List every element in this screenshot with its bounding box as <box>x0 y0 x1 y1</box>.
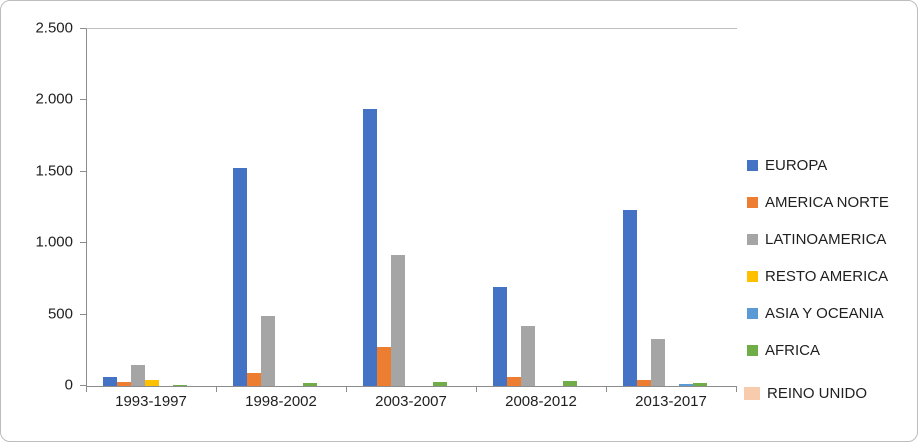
bar-america-norte <box>117 381 131 386</box>
bar-latinoamerica <box>651 338 665 386</box>
y-tick-label: 2.000 <box>35 90 73 108</box>
x-tick-mark <box>476 386 477 392</box>
legend-swatch <box>747 197 758 208</box>
chart-legend: EUROPA AMERICA NORTE LATINOAMERICA RESTO AM… <box>744 157 912 422</box>
y-tick-mark <box>80 385 86 386</box>
x-tick-label: 2013-2017 <box>635 393 707 410</box>
x-tick-label: 1993-1997 <box>115 393 187 410</box>
y-tick-label: 1.500 <box>35 162 73 180</box>
legend-swatch <box>747 271 758 282</box>
bar-group-2008-2012 <box>477 29 607 386</box>
legend-label: LATINOAMERICA <box>765 231 887 248</box>
y-axis-labels: 2.500 2.000 1.500 1.000 500 0 <box>11 20 73 394</box>
legend-item-resto-america: RESTO AMERICA <box>747 268 912 285</box>
x-tick-mark <box>736 386 737 392</box>
legend-label: EUROPA <box>765 157 828 174</box>
y-tick-mark <box>80 170 86 172</box>
legend-swatch <box>747 345 758 356</box>
y-tick-label: 2.500 <box>35 19 73 37</box>
legend-label: AFRICA <box>765 342 821 359</box>
y-tick-mark <box>80 99 86 101</box>
legend-item-america-norte: AMERICA NORTE <box>747 194 912 211</box>
legend-label: AMERICA NORTE <box>765 194 889 211</box>
legend-item-europa: EUROPA <box>747 157 912 174</box>
y-tick-mark <box>80 28 86 29</box>
y-tick-mark <box>80 242 86 244</box>
legend-label: ASIA Y OCEANIA <box>765 305 884 322</box>
x-tick-mark <box>86 386 87 392</box>
plot-area <box>86 28 737 387</box>
y-tick-label: 1.000 <box>35 233 73 251</box>
bar-latinoamerica <box>131 364 145 386</box>
y-tick-label: 500 <box>47 305 73 323</box>
bar-africa <box>173 385 187 386</box>
x-tick-mark <box>216 386 217 392</box>
bar-groups <box>87 29 737 386</box>
bar-group-1998-2002 <box>217 29 347 386</box>
x-tick-mark <box>346 386 347 392</box>
legend-swatch <box>747 308 758 319</box>
x-tick-label: 2008-2012 <box>505 393 577 410</box>
bar-europa <box>103 377 117 386</box>
legend-swatch <box>747 234 758 245</box>
bar-america-norte <box>507 377 521 386</box>
legend-item-africa: AFRICA <box>747 342 912 359</box>
bar-africa <box>563 381 577 386</box>
x-axis-labels: 1993-1997 1998-2002 2003-2007 2008-2012 2013… <box>86 393 736 410</box>
legend-item-reino-unido: REINO UNIDO <box>744 385 912 402</box>
bar-africa <box>433 381 447 386</box>
x-tick-label: 1998-2002 <box>245 393 317 410</box>
legend-swatch <box>747 160 758 171</box>
y-tick-mark <box>80 313 86 315</box>
bar-europa <box>363 108 377 386</box>
bar-africa <box>693 383 707 386</box>
bar-latinoamerica <box>521 326 535 386</box>
bar-america-norte <box>637 380 651 386</box>
legend-item-latinoamerica: LATINOAMERICA <box>747 231 912 248</box>
bar-latinoamerica <box>261 316 275 386</box>
bar-resto-america <box>145 380 159 386</box>
bar-group-2013-2017 <box>607 29 737 386</box>
legend-swatch <box>744 387 760 400</box>
x-tick-label: 2003-2007 <box>375 393 447 410</box>
bar-america-norte <box>247 373 261 386</box>
bar-asia-y-oceania <box>679 383 693 386</box>
x-tick-mark <box>606 386 607 392</box>
bar-america-norte <box>377 347 391 386</box>
legend-label: REINO UNIDO <box>767 385 868 402</box>
bar-europa <box>233 167 247 386</box>
legend-label: RESTO AMERICA <box>765 268 889 285</box>
bar-europa <box>493 287 507 386</box>
bar-latinoamerica <box>391 254 405 386</box>
bar-africa <box>303 383 317 386</box>
legend-item-asia-y-oceania: ASIA Y OCEANIA <box>747 305 912 322</box>
y-tick-label: 0 <box>64 376 73 394</box>
bar-group-1993-1997 <box>87 29 217 386</box>
bar-group-2003-2007 <box>347 29 477 386</box>
bar-europa <box>623 210 637 386</box>
